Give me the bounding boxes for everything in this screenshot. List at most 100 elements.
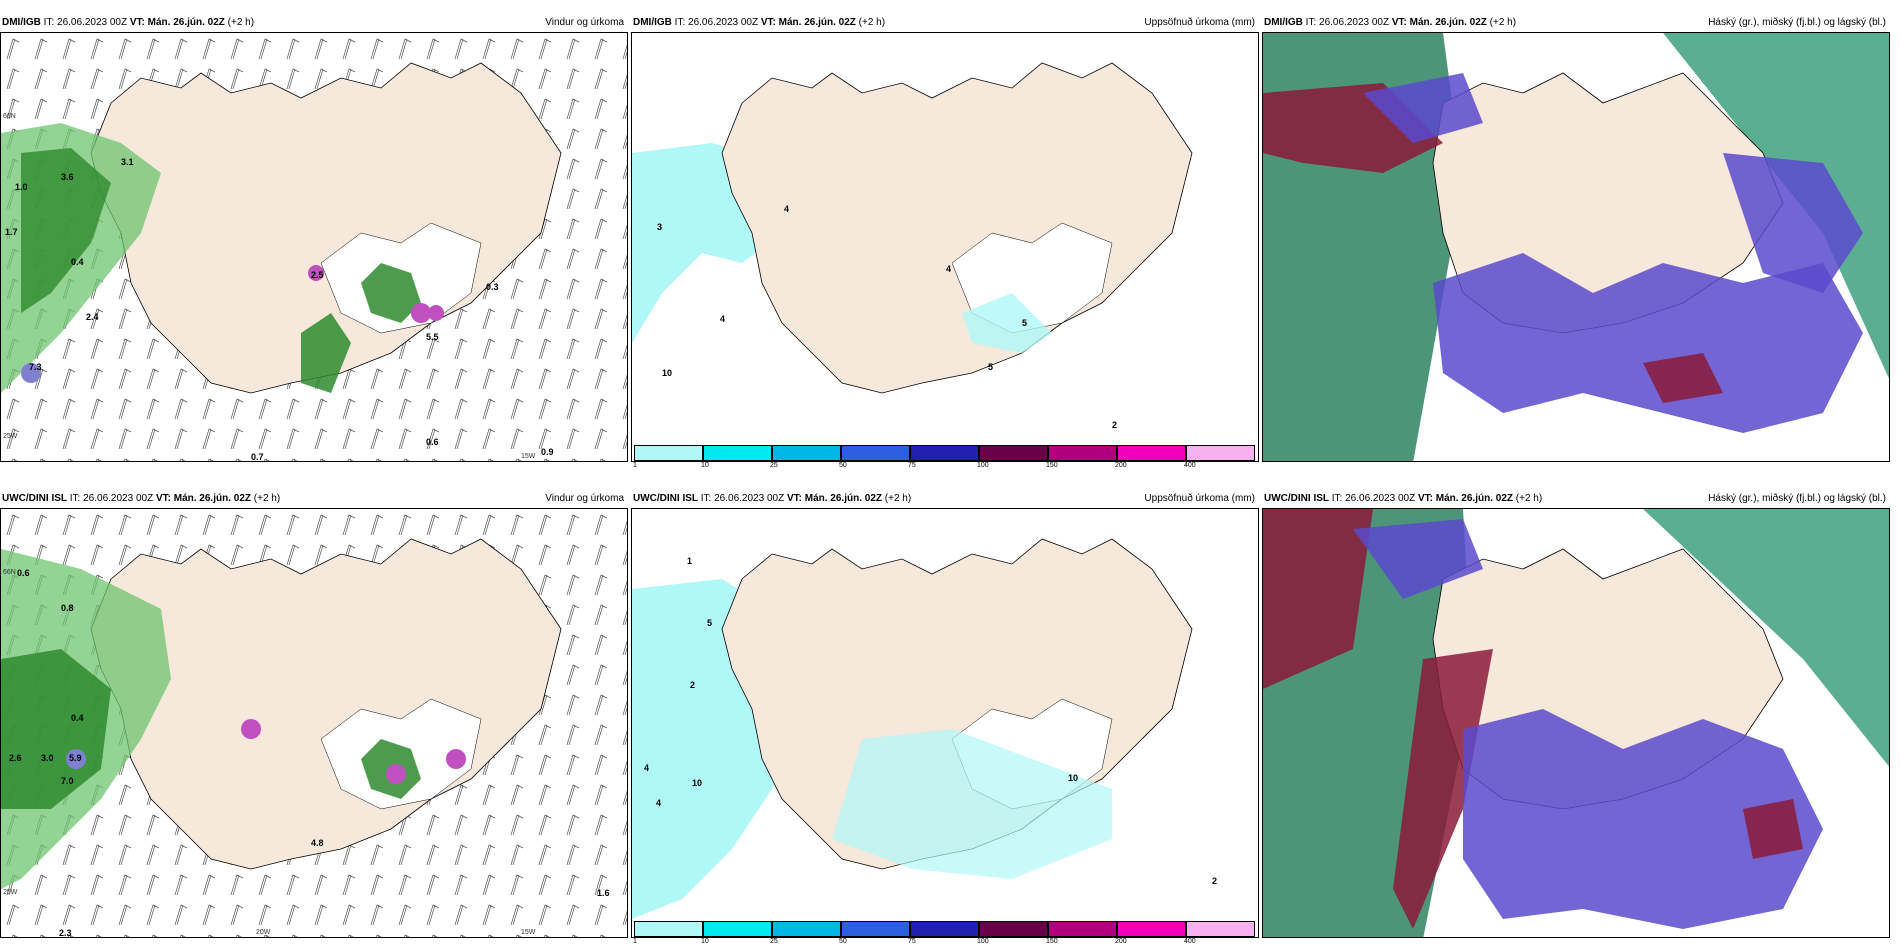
value-label: 3.0 (41, 753, 54, 763)
value-label: 1.6 (597, 888, 610, 898)
value-label: 5 (707, 618, 713, 628)
value-label: 3.1 (121, 157, 134, 167)
colorbar-segment (634, 921, 703, 937)
value-label: 7.3 (29, 362, 42, 372)
colorbar-tick: 75 (908, 938, 916, 945)
colorbar-segment (910, 445, 979, 461)
panel-header: DMI/IGB IT: 26.06.2023 00Z VT: Mán. 26.j… (1264, 16, 1886, 30)
value-label: 0.8 (61, 603, 74, 613)
colorbar-segment (634, 445, 703, 461)
value-label: 0.4 (71, 713, 84, 723)
value-label: 2.5 (311, 270, 324, 280)
value-label: 0.9 (541, 447, 554, 457)
value-label: 5 (1022, 318, 1028, 328)
colorbar-tick: 25 (770, 462, 778, 469)
valid-time: Mán. 26.jún. 02Z (778, 17, 856, 28)
value-label: 2 (690, 680, 696, 690)
map-clouds[interactable] (1262, 32, 1890, 462)
panel-header: UWC/DINI ISL IT: 26.06.2023 00Z VT: Mán.… (2, 492, 624, 506)
colorbar-segment (841, 445, 910, 461)
value-label: 1.0 (15, 182, 28, 192)
model-name: UWC/DINI ISL (2, 493, 67, 504)
colorbar-segment (1186, 921, 1255, 937)
map-svg (632, 538, 1193, 919)
lat-label: 66N (3, 569, 16, 576)
value-label: 1 (687, 556, 693, 566)
value-label: 2.3 (59, 928, 72, 938)
iceland-land (721, 62, 1193, 394)
valid-time: Mán. 26.jún. 02Z (1435, 493, 1513, 504)
colorbar-tick: 1 (633, 938, 637, 945)
lon-label: 25W (3, 433, 18, 440)
colorbar-tick: 200 (1115, 462, 1127, 469)
colorbar-tick: 200 (1115, 938, 1127, 945)
map-svg (1, 509, 627, 937)
value-label: 3 (657, 222, 663, 232)
init-time: 26.06.2023 00Z (83, 493, 154, 504)
lon-label: 20W (256, 929, 271, 936)
map-svg (1, 33, 627, 461)
colorbar-segment (703, 445, 772, 461)
value-label: 2.6 (9, 753, 22, 763)
colorbar-segment (703, 921, 772, 937)
value-label: 0.3 (486, 282, 499, 292)
value-label: 10 (662, 368, 673, 378)
value-label: 4 (644, 763, 650, 773)
valid-time: Mán. 26.jún. 02Z (804, 493, 882, 504)
map-accum-precip[interactable]: 1 5 2 4 10 4 10 2 (631, 508, 1259, 938)
model-name: DMI/IGB (633, 17, 672, 28)
colorbar-segment (841, 921, 910, 937)
init-time: 26.06.2023 00Z (57, 17, 128, 28)
colorbar-segment (1048, 445, 1117, 461)
lead-time: (+2 h) (858, 17, 886, 28)
vt-label: VT: (1391, 17, 1407, 28)
colorbar-segment (772, 921, 841, 937)
lon-label: 15W (521, 929, 536, 936)
value-label: 1.7 (5, 227, 18, 237)
lead-time: (+2 h) (227, 17, 255, 28)
colorbar-tick: 50 (839, 462, 847, 469)
colorbar-segment (1117, 921, 1186, 937)
it-label: IT: (1331, 493, 1343, 504)
colorbar-tick: 10 (701, 938, 709, 945)
map-accum-precip[interactable]: 3 4 10 4 4 5 5 2 (631, 32, 1259, 462)
lead-time: (+2 h) (884, 493, 912, 504)
colorbar-tick: 25 (770, 938, 778, 945)
lat-label: 66N (3, 113, 16, 120)
colorbar-tick: 400 (1184, 462, 1196, 469)
map-clouds[interactable] (1262, 508, 1890, 938)
panel-uwc-clouds: UWC/DINI ISL IT: 26.06.2023 00Z VT: Mán.… (1262, 488, 1890, 950)
map-wind-precip[interactable]: 1.0 3.6 3.1 1.7 0.4 2.4 7.3 2.5 5.5 0.3 … (0, 32, 628, 462)
model-name: DMI/IGB (2, 17, 41, 28)
value-label: 2 (1212, 876, 1218, 886)
colorbar-tick: 150 (1046, 938, 1058, 945)
lead-time: (+2 h) (1515, 493, 1543, 504)
lead-time: (+2 h) (253, 493, 281, 504)
it-label: IT: (700, 493, 712, 504)
model-name: UWC/DINI ISL (633, 493, 698, 504)
map-wind-precip[interactable]: 0.6 0.8 0.4 2.6 3.0 5.9 7.0 4.8 2.3 1.6 … (0, 508, 628, 938)
value-label: 2 (1112, 420, 1118, 430)
init-time: 26.06.2023 00Z (1345, 493, 1416, 504)
value-label: 10 (1068, 773, 1079, 783)
precip-colorbar (634, 445, 1255, 461)
colorbar-tick: 1 (633, 462, 637, 469)
value-label: 10 (692, 778, 703, 788)
vt-label: VT: (155, 493, 171, 504)
colorbar-segment (1117, 445, 1186, 461)
value-label: 5 (988, 362, 994, 372)
lead-time: (+2 h) (1489, 17, 1517, 28)
colorbar-tick: 50 (839, 938, 847, 945)
model-name: DMI/IGB (1264, 17, 1303, 28)
colorbar-tick: 150 (1046, 462, 1058, 469)
vt-label: VT: (760, 17, 776, 28)
map-svg (1263, 33, 1889, 461)
value-label: 3.6 (61, 172, 74, 182)
valid-time: Mán. 26.jún. 02Z (147, 17, 225, 28)
value-label: 4.8 (311, 838, 324, 848)
precip-colorbar (634, 921, 1255, 937)
value-label: 2.4 (86, 312, 99, 322)
field-title: Háský (gr.), miðský (fj.bl.) og lágský (… (1708, 17, 1886, 28)
value-label: 4 (946, 264, 952, 274)
colorbar-segment (1048, 921, 1117, 937)
